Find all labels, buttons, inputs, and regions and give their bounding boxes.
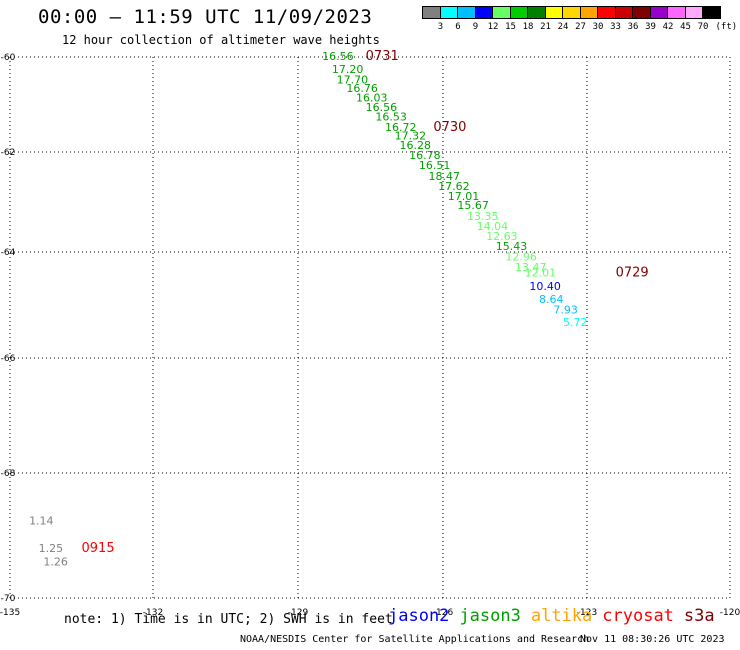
x-tick-label: -123 xyxy=(577,608,597,618)
wave-height-label: 17.32 xyxy=(395,130,427,143)
y-tick-label: -62 xyxy=(1,148,16,158)
wave-height-label: 16.28 xyxy=(400,139,432,152)
color-legend-label: 15 xyxy=(505,22,516,32)
wave-height-label: 17.62 xyxy=(438,180,470,193)
y-tick-label: -68 xyxy=(1,469,16,479)
color-swatch xyxy=(702,6,721,19)
wave-height-label: 10.40 xyxy=(529,280,561,293)
color-legend-label: 9 xyxy=(472,22,479,32)
wave-height-label: 16.56 xyxy=(322,50,354,63)
color-legend-unit: (ft) xyxy=(715,22,738,32)
chart-title: 00:00 — 11:59 UTC 11/09/2023 xyxy=(38,6,373,28)
wave-height-label: 16.76 xyxy=(346,82,378,95)
color-legend-label: 27 xyxy=(575,22,586,32)
wave-height-label: 1.25 xyxy=(39,542,64,555)
wave-height-label: 8.64 xyxy=(539,293,564,306)
wave-height-label: 15.43 xyxy=(496,240,528,253)
time-label: 0915 xyxy=(82,541,115,556)
color-legend-label: 21 xyxy=(540,22,551,32)
footnote: note: 1) Time is in UTC; 2) SWH is in fe… xyxy=(64,612,393,627)
x-tick-label: -132 xyxy=(143,608,163,618)
mission-s3a: s3a xyxy=(683,606,715,626)
color-legend-label: 12 xyxy=(487,22,499,32)
color-legend-label: 42 xyxy=(662,22,674,32)
wave-height-label: 15.67 xyxy=(457,199,489,212)
wave-height-label: 1.14 xyxy=(29,514,54,527)
color-legend-label: 6 xyxy=(455,22,461,32)
time-label: 0731 xyxy=(366,49,399,64)
y-tick-label: -66 xyxy=(1,354,16,364)
y-tick-label: -64 xyxy=(1,248,16,258)
color-legend-label: 24 xyxy=(557,22,569,32)
wave-height-label: 12.01 xyxy=(525,266,557,279)
color-legend-label: 45 xyxy=(680,22,691,32)
wave-height-label: 16.56 xyxy=(366,101,398,114)
mission-jason2: jason2 xyxy=(388,606,450,626)
wave-height-label: 16.53 xyxy=(375,111,407,124)
wave-height-label: 7.93 xyxy=(553,303,578,316)
wave-height-label: 16.72 xyxy=(385,121,417,134)
color-legend-label: 3 xyxy=(437,22,444,32)
wave-height-label: 17.70 xyxy=(337,74,369,87)
chart-subtitle: 12 hour collection of altimeter wave hei… xyxy=(62,33,380,47)
time-label: 0729 xyxy=(616,265,649,280)
wave-height-label: 16.51 xyxy=(419,159,451,172)
mission-cryosat: cryosat xyxy=(602,606,674,626)
wave-height-label: 16.03 xyxy=(356,92,388,105)
wave-height-label: 5.72 xyxy=(563,316,588,329)
credit-text: NOAA/NESDIS Center for Satellite Applica… xyxy=(240,634,590,645)
wave-height-label: 12.63 xyxy=(486,230,518,243)
color-legend-label: 30 xyxy=(592,22,604,32)
y-tick-label: -60 xyxy=(1,53,16,63)
mission-legend: jason2 jason3 altika cryosat s3a xyxy=(388,606,725,626)
wave-height-label: 17.20 xyxy=(332,63,364,76)
y-tick-label: -70 xyxy=(1,594,16,604)
wave-height-label: 13.47 xyxy=(515,261,547,274)
wave-height-label: 13.35 xyxy=(467,210,499,223)
generated-timestamp: Nov 11 08:30:26 UTC 2023 xyxy=(580,634,725,645)
x-tick-label: -135 xyxy=(0,608,20,618)
wave-height-label: 18.47 xyxy=(429,170,461,183)
color-legend-label: 36 xyxy=(627,22,639,32)
color-legend-label: 70 xyxy=(697,22,709,32)
x-tick-label: -126 xyxy=(433,608,454,618)
x-tick-label: -120 xyxy=(720,608,740,618)
x-tick-label: -129 xyxy=(288,608,309,618)
wave-height-label: 16.78 xyxy=(409,149,441,162)
wave-height-label: 14.04 xyxy=(477,220,509,233)
wave-height-label: 1.26 xyxy=(43,556,68,569)
wave-height-label: 12.96 xyxy=(505,250,537,263)
mission-altika: altika xyxy=(530,606,593,626)
color-legend-label: 18 xyxy=(522,22,534,32)
wave-height-label: 17.01 xyxy=(448,190,480,203)
color-legend-label: 33 xyxy=(610,22,621,32)
mission-jason3: jason3 xyxy=(459,606,521,626)
time-label: 0730 xyxy=(433,120,466,135)
color-legend-label: 39 xyxy=(645,22,656,32)
